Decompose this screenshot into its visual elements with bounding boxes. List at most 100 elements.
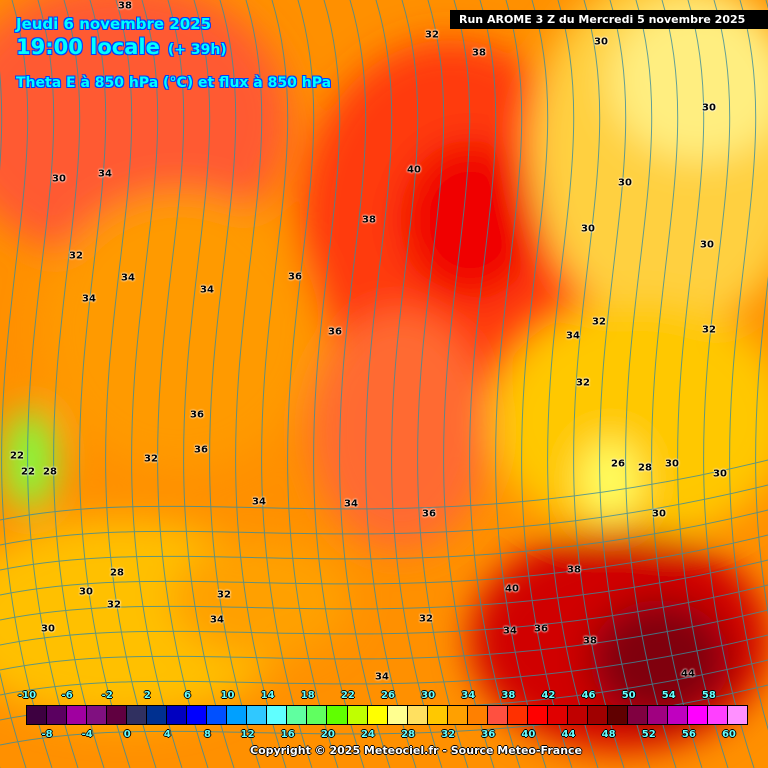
streamline [729,0,768,731]
contour-label: 32 [107,599,121,611]
color-scale-cell [107,706,128,724]
streamline [391,0,443,768]
contour-label: 34 [252,496,266,508]
contour-label: 30 [652,508,666,520]
contour-label: 38 [567,564,581,576]
streamline [235,0,287,768]
contour-label: 32 [425,29,439,41]
color-scale-cell [407,706,428,724]
color-scale-label-top: -6 [61,690,73,701]
contour-label: 26 [611,458,625,470]
contour-label: 32 [702,324,716,336]
color-scale-cell [487,706,508,724]
contour-label: 22 [21,466,35,478]
color-scale-label-top: 34 [461,690,476,701]
streamline [209,0,261,768]
streamline [0,559,768,621]
color-scale-cell [267,706,288,724]
color-scale-cell [367,706,388,724]
streamline [27,0,79,768]
streamline [0,634,768,696]
streamline [755,0,768,616]
contour-label: 34 [210,614,224,626]
copyright: Copyright © 2025 Meteociel.fr - Source M… [250,744,583,757]
contour-label: 30 [79,586,93,598]
streamline [313,0,365,768]
color-scale-cell [728,706,748,724]
color-scale-label-bottom: 24 [360,729,375,740]
contour-label: 34 [98,168,112,180]
color-scale-label-bottom: -8 [41,729,53,740]
color-scale-cell [447,706,468,724]
contour-label: 36 [534,623,548,635]
color-scale-cell [307,706,328,724]
color-scale-label-bottom: 28 [401,729,416,740]
streamline [0,584,768,646]
streamline [651,0,703,768]
color-scale-cell [127,706,148,724]
color-scale-cell [207,706,228,724]
contour-label: 30 [52,173,66,185]
color-scale-label-top: 58 [701,690,716,701]
contour-label: 32 [576,377,590,389]
contour-label: 30 [581,223,595,235]
contour-label: 28 [43,466,57,478]
color-scale-label-top: 54 [661,690,676,701]
streamline [261,0,313,768]
color-scale-label-top: 14 [260,690,275,701]
color-scale-cell [147,706,168,724]
contour-label: 22 [10,450,24,462]
color-scale-cell [708,706,729,724]
color-scale-label-top: 2 [143,690,151,701]
contour-label: 34 [375,671,389,683]
streamline [625,0,677,768]
contour-label: 30 [665,458,679,470]
run-info: Run AROME 3 Z du Mercredi 5 novembre 202… [450,10,768,29]
color-scale-label-bottom: 4 [163,729,171,740]
contour-label: 32 [217,589,231,601]
color-scale-label-bottom: 44 [561,729,576,740]
color-scale-cell [668,706,689,724]
color-scale-cell [607,706,628,724]
color-scale-label-top: 6 [183,690,191,701]
streamline [521,0,573,768]
color-scale-label-bottom: 20 [320,729,335,740]
color-scale-cell [688,706,709,724]
streamline [79,0,131,768]
streamline [677,0,729,768]
streamline [1,0,53,768]
contour-label: 30 [700,239,714,251]
color-scale-label-top: 42 [541,690,556,701]
color-scale-cell [527,706,548,724]
color-scale-label-top: 18 [300,690,315,701]
color-scale-label-bottom: 32 [441,729,456,740]
color-scale-cell [467,706,488,724]
contour-label: 32 [144,453,158,465]
contour-label: 34 [82,293,96,305]
streamline [547,0,599,768]
streamline [443,0,495,768]
color-scale-label-bottom: 52 [641,729,656,740]
contour-label: 40 [407,164,421,176]
forecast-date: Jeudi 6 novembre 2025 [16,15,212,33]
streamline [0,70,27,768]
contour-label: 28 [638,462,652,474]
color-scale-label-bottom: 12 [240,729,255,740]
contour-label: 32 [69,250,83,262]
contour-label: 30 [41,623,55,635]
color-scale-cell [27,706,48,724]
color-scale-cell [507,706,528,724]
streamline [0,509,768,571]
color-scale-cell [67,706,88,724]
streamline [105,0,157,768]
streamline [599,0,651,768]
color-scale-label-bottom: 60 [721,729,736,740]
color-scale-label-top: 38 [501,690,516,701]
color-scale-label-bottom: 36 [481,729,496,740]
contour-label: 36 [422,508,436,520]
contour-label: 36 [288,271,302,283]
color-scale-cell [647,706,668,724]
color-scale-label-top: 10 [220,690,235,701]
contour-label: 30 [702,102,716,114]
